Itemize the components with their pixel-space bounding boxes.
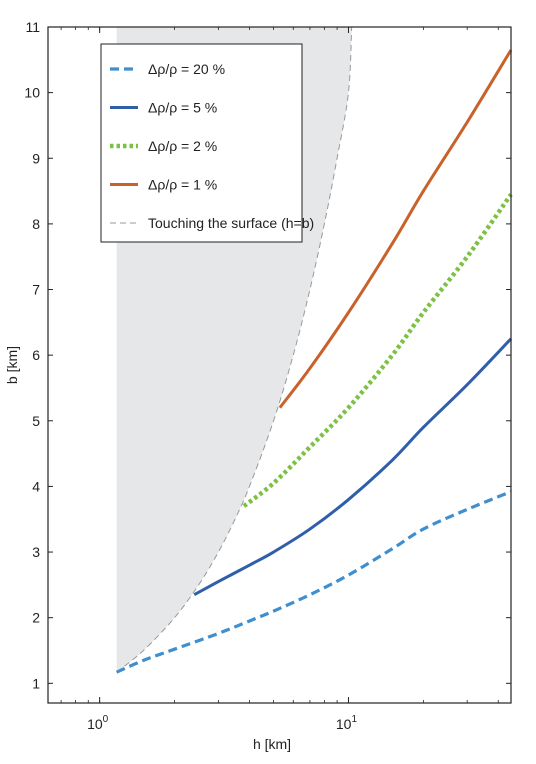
y-tick-label: 8	[32, 216, 40, 232]
x-tick-label: 101	[336, 714, 358, 732]
y-tick-label: 10	[24, 85, 40, 101]
y-tick-label: 2	[32, 610, 40, 626]
series-line-1	[193, 337, 513, 597]
series-line-4	[116, 26, 353, 673]
y-tick-label: 1	[32, 675, 40, 691]
series-layer	[115, 26, 513, 674]
y-tick-label: 9	[32, 150, 40, 166]
x-axis-title: h [km]	[253, 736, 291, 752]
legend-label-3: Δρ/ρ = 1 %	[148, 177, 217, 193]
y-axis-title: b [km]	[4, 346, 20, 384]
x-tick-label: 100	[87, 714, 109, 732]
series-line-3	[278, 49, 513, 409]
legend-box	[100, 43, 303, 243]
legend-label-2: Δρ/ρ = 2 %	[148, 138, 217, 154]
y-tick-label: 6	[32, 347, 40, 363]
y-tick-label: 11	[25, 19, 40, 35]
y-tick-label: 3	[32, 544, 40, 560]
legend: Δρ/ρ = 20 % Δρ/ρ = 5 % Δρ/ρ = 2 % Δρ/ρ = 1 …	[100, 43, 314, 243]
series-line-0	[115, 490, 512, 674]
plot-frame	[47, 26, 512, 704]
series-line-2	[242, 193, 513, 508]
legend-label-1: Δρ/ρ = 5 %	[148, 100, 217, 116]
y-tick-label: 4	[32, 478, 40, 494]
legend-label-4: Touching the surface (h=b)	[148, 215, 314, 231]
legend-label-0: Δρ/ρ = 20 %	[148, 61, 225, 77]
y-tick-label: 7	[32, 282, 40, 298]
y-tick-label: 5	[32, 413, 40, 429]
